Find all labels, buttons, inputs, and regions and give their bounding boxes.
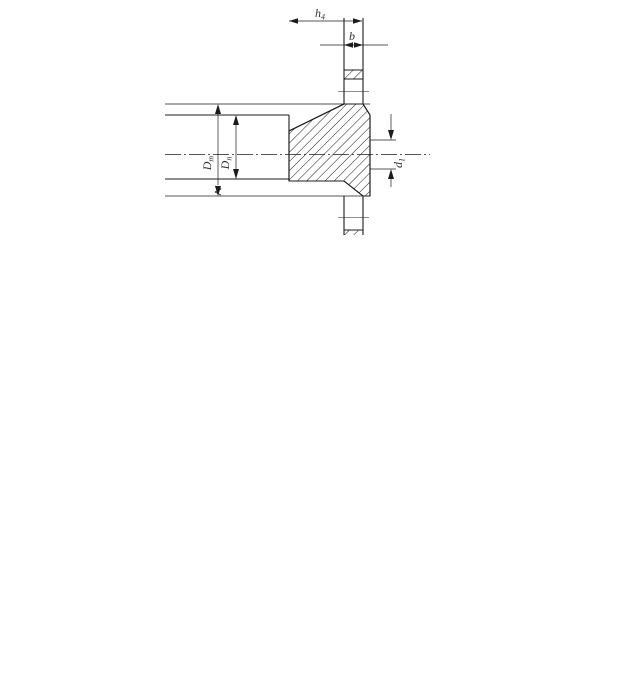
svg-text:Dm: Dm	[200, 156, 216, 172]
svg-text:b: b	[349, 29, 355, 43]
svg-text:h4: h4	[315, 6, 325, 22]
svg-text:d1: d1	[391, 158, 407, 168]
svg-text:Dn: Dn	[218, 157, 234, 171]
